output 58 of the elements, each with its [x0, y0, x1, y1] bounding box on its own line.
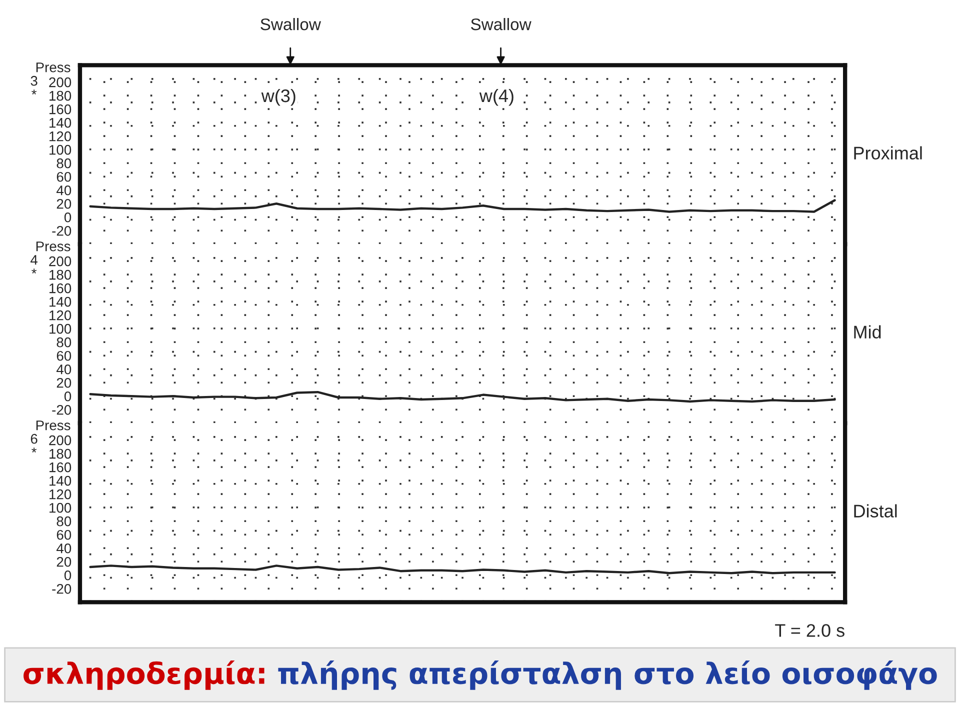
y-tick-label: 200 — [49, 77, 72, 88]
y-tick-label: 180 — [50, 270, 72, 280]
text: πλήρης απερίσταλση στο λείο οισοφάγο — [278, 660, 937, 690]
y-tick-label: 180 — [50, 448, 72, 459]
y-tick-label: 20 — [56, 378, 72, 388]
text: σκληροδερμία: — [24, 660, 264, 690]
y-tick-label: 200 — [49, 256, 72, 266]
y-tick-label: 0 — [64, 391, 72, 402]
y-tick-label: -20 — [52, 584, 72, 594]
x-axis-title: T = 2.0 s — [775, 624, 844, 637]
y-tick-label: 120 — [50, 489, 72, 500]
y-tick-label: 100 — [50, 144, 72, 155]
y-tick-label: 100 — [50, 324, 72, 334]
text: Distal — [854, 504, 897, 518]
y-tick-label: 60 — [56, 350, 72, 361]
y-tick-label: 0 — [64, 570, 72, 580]
y-tick-label: 120 — [50, 310, 72, 320]
line-series — [89, 564, 836, 574]
y-tick-label: 40 — [56, 543, 72, 554]
line-series — [89, 390, 836, 403]
y-tick-label: 20 — [56, 556, 72, 567]
y-tick-label: -20 — [52, 226, 72, 236]
y-tick-label: 140 — [50, 476, 72, 486]
y-axis-title: Press — [36, 420, 70, 430]
y-tick-label: 80 — [56, 158, 72, 168]
text: 4 — [30, 255, 38, 265]
y-tick-label: 60 — [56, 172, 72, 182]
y-tick-label: 60 — [56, 530, 72, 540]
text: * — [32, 448, 37, 452]
y-tick-label: 120 — [50, 131, 72, 142]
y-tick-label: 80 — [56, 337, 72, 348]
text: Swallow — [260, 18, 321, 30]
y-tick-label: 0 — [64, 212, 72, 222]
y-tick-label: 140 — [50, 118, 72, 128]
y-tick-label: 80 — [56, 516, 72, 526]
y-axis-title: Press — [36, 62, 70, 72]
y-tick-label: 140 — [50, 296, 72, 307]
y-tick-label: 40 — [56, 185, 72, 196]
text: 3 — [30, 76, 38, 86]
text: * — [32, 268, 37, 274]
text: * — [32, 90, 37, 94]
y-tick-label: 100 — [50, 502, 72, 513]
line-series — [89, 199, 836, 213]
y-tick-label: 40 — [56, 364, 72, 374]
text: Proximal — [854, 146, 922, 160]
text: 6 — [30, 434, 38, 444]
y-tick-label: 20 — [56, 198, 72, 209]
y-tick-label: -20 — [52, 404, 72, 415]
y-axis-title: Press — [36, 242, 70, 252]
annotation: w(4) — [479, 88, 514, 106]
text: Swallow — [470, 18, 532, 30]
text: Mid — [854, 325, 881, 339]
annotation: w(3) — [261, 88, 296, 106]
y-tick-label: 180 — [50, 90, 72, 101]
y-tick-label: 200 — [49, 435, 72, 446]
y-tick-label: 160 — [50, 283, 72, 294]
y-tick-label: 160 — [50, 104, 72, 114]
y-tick-label: 160 — [50, 462, 72, 472]
